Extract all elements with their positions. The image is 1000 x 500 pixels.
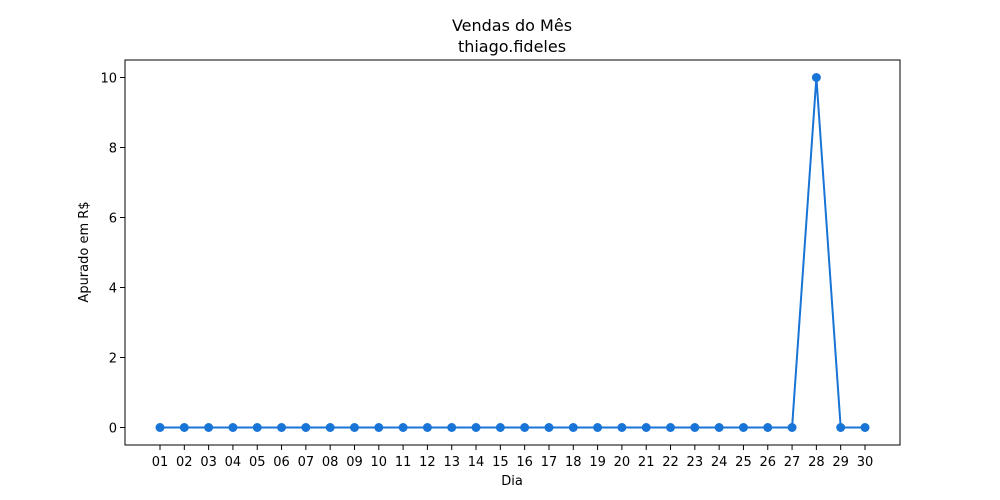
x-tick-label: 13: [443, 455, 460, 470]
data-point: [714, 423, 724, 432]
x-tick-label: 11: [395, 455, 412, 470]
data-point: [495, 423, 505, 432]
x-tick-label: 09: [346, 455, 363, 470]
data-point: [763, 423, 773, 432]
x-tick-label: 20: [614, 455, 631, 470]
data-point: [277, 423, 287, 432]
data-point: [690, 423, 700, 432]
data-point: [860, 423, 870, 432]
x-tick-label: 06: [273, 455, 290, 470]
x-tick-label: 26: [759, 455, 776, 470]
y-tick-label: 2: [109, 352, 117, 367]
x-tick-label: 04: [225, 455, 242, 470]
data-point: [228, 423, 238, 432]
data-point: [422, 423, 432, 432]
chart-title: Vendas do Mês: [452, 16, 572, 35]
x-tick-label: 16: [516, 455, 533, 470]
x-tick-label: 23: [687, 455, 704, 470]
x-tick-label: 01: [152, 455, 169, 470]
x-tick-label: 07: [298, 455, 315, 470]
y-tick-label: 10: [100, 72, 117, 87]
chart-subtitle: thiago.fideles: [458, 37, 566, 56]
data-point: [520, 423, 530, 432]
data-point: [471, 423, 481, 432]
data-point: [301, 423, 311, 432]
x-tick-label: 18: [565, 455, 582, 470]
y-tick-label: 4: [109, 282, 117, 297]
data-point: [738, 423, 748, 432]
data-point: [179, 423, 189, 432]
x-tick-label: 25: [735, 455, 752, 470]
x-tick-label: 21: [638, 455, 655, 470]
axes-frame: [124, 59, 901, 446]
data-point: [787, 423, 797, 432]
data-point: [398, 423, 408, 432]
data-point: [325, 423, 335, 432]
y-tick-label: 6: [109, 212, 117, 227]
x-tick-label: 08: [322, 455, 339, 470]
data-point: [252, 423, 262, 432]
data-point: [617, 423, 627, 432]
data-point: [349, 423, 359, 432]
x-tick-label: 24: [711, 455, 728, 470]
x-tick-label: 02: [176, 455, 193, 470]
x-axis-label: Dia: [501, 474, 523, 489]
data-point: [836, 423, 846, 432]
y-tick-label: 0: [109, 422, 117, 437]
x-tick-label: 05: [249, 455, 266, 470]
data-point: [374, 423, 384, 432]
data-point: [811, 73, 821, 82]
x-tick-label: 29: [832, 455, 849, 470]
data-point: [447, 423, 457, 432]
y-tick-label: 8: [109, 142, 117, 157]
x-tick-label: 28: [808, 455, 825, 470]
x-tick-label: 30: [857, 455, 874, 470]
x-tick-label: 27: [784, 455, 801, 470]
data-point: [204, 423, 214, 432]
x-tick-label: 17: [541, 455, 558, 470]
x-tick-label: 12: [419, 455, 436, 470]
data-point: [593, 423, 603, 432]
x-tick-label: 03: [200, 455, 217, 470]
data-point: [544, 423, 554, 432]
x-tick-label: 19: [589, 455, 606, 470]
data-point: [641, 423, 651, 432]
data-point: [155, 423, 165, 432]
x-tick-label: 22: [662, 455, 679, 470]
x-tick-label: 10: [371, 455, 388, 470]
y-axis-label: Apurado em R$: [77, 201, 92, 302]
data-point: [666, 423, 676, 432]
x-tick-label: 14: [468, 455, 485, 470]
data-point: [568, 423, 578, 432]
x-tick-label: 15: [492, 455, 509, 470]
